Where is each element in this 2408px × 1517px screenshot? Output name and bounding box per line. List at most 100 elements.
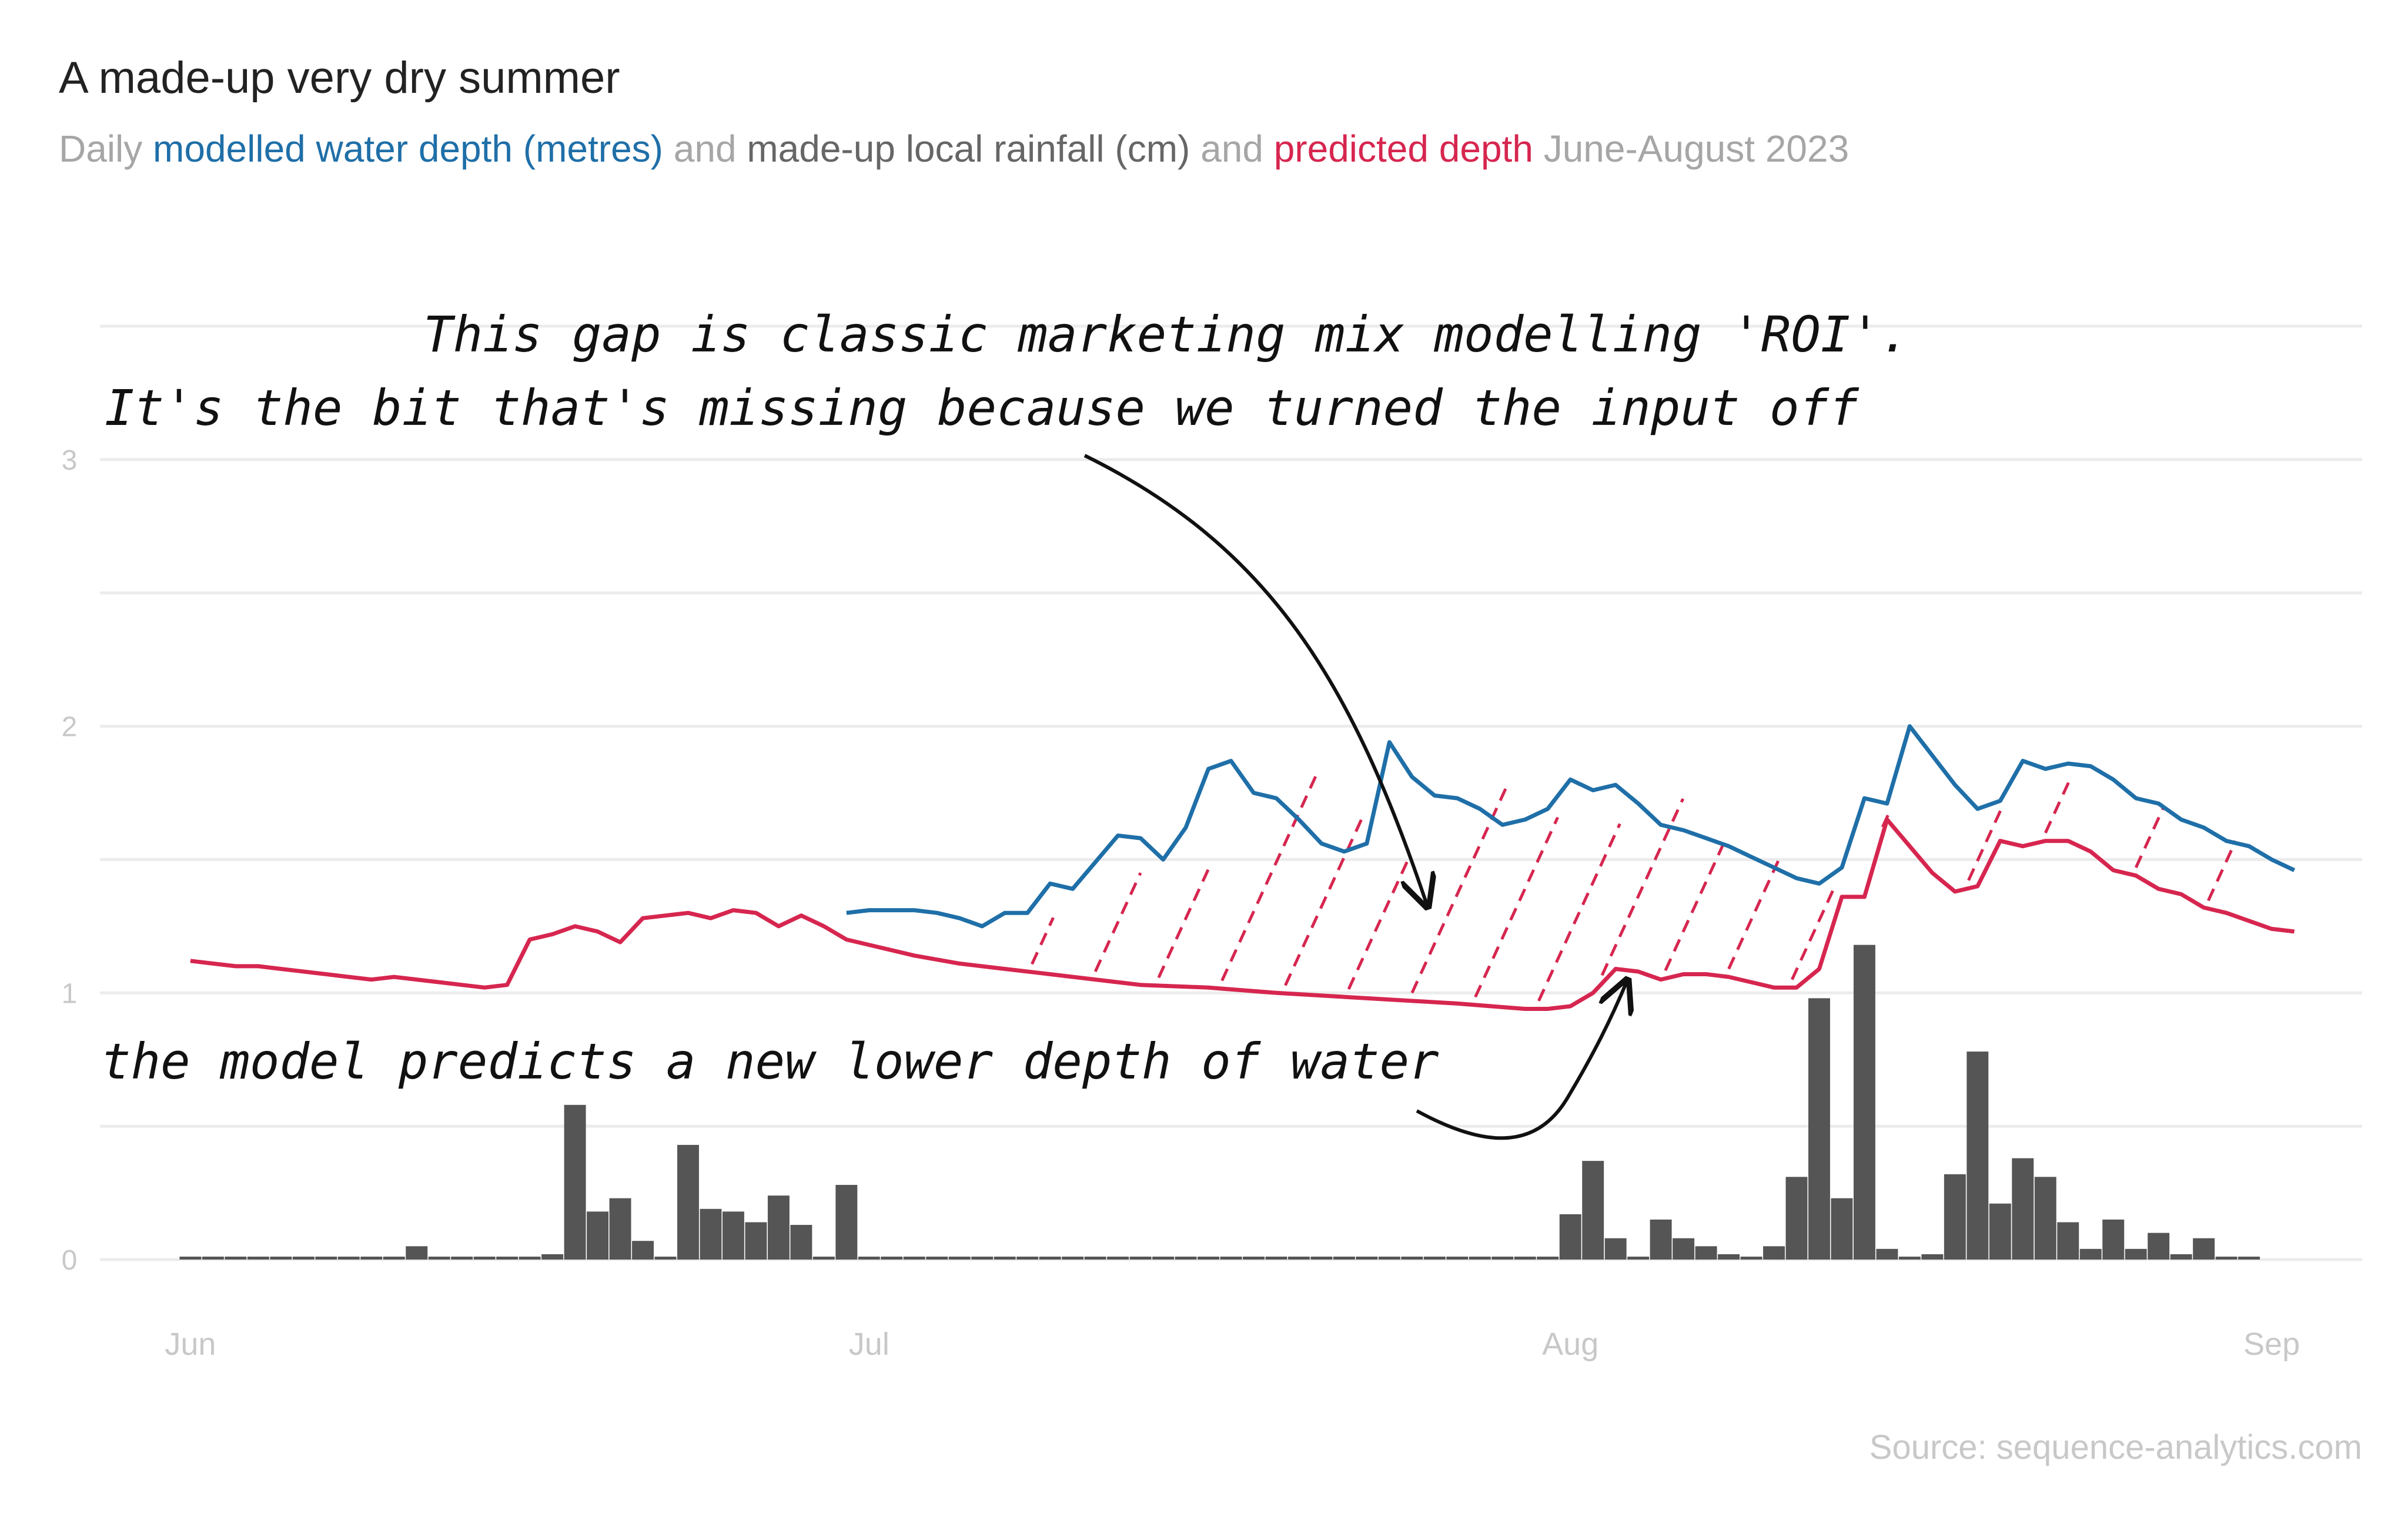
rainfall-bar [1831, 1198, 1853, 1260]
model-annotation: the model predicts a new lower depth of … [101, 1033, 1439, 1090]
rainfall-bar [315, 1257, 337, 1260]
rainfall-bar [1876, 1248, 1898, 1260]
rainfall-bar [1220, 1257, 1242, 1260]
y-tick-label: 0 [62, 1245, 78, 1276]
rainfall-bar [383, 1257, 405, 1260]
roi-annotation-line-1: This gap is classic marketing mix modell… [423, 306, 1910, 363]
rainfall-bar [835, 1184, 858, 1260]
rainfall-bar [1491, 1257, 1514, 1260]
rainfall-bar [1378, 1257, 1400, 1260]
rainfall-bar [1966, 1051, 1989, 1260]
rainfall-bar [1152, 1257, 1175, 1260]
rainfall-bar [1401, 1257, 1423, 1260]
roi-annotation-line-2: It's the bit that's missing because we t… [105, 379, 1859, 437]
rainfall-bar [1356, 1257, 1378, 1260]
subtitle-rain-label: made-up local rainfall (cm) [747, 128, 1190, 170]
hatch-line [1537, 823, 1621, 1002]
rainfall-bar [745, 1222, 767, 1260]
hatch-line [1347, 860, 1409, 990]
rainfall-bar [609, 1198, 631, 1260]
rainfall-bar [1537, 1257, 1559, 1260]
rainfall-bar [1062, 1257, 1084, 1260]
gridlines [100, 324, 2362, 1261]
model-arrow [1416, 980, 1627, 1140]
x-tick-label: Aug [1542, 1327, 1598, 1362]
rainfall-bar [1423, 1257, 1446, 1260]
hatch-line [1474, 816, 1559, 998]
subtitle-depth-label: modelled water depth (metres) [153, 128, 663, 170]
rainfall-bar [2238, 1257, 2260, 1260]
rainfall-bar [926, 1257, 948, 1260]
rainfall-bar [1084, 1257, 1106, 1260]
rainfall-bar [632, 1241, 654, 1260]
rainfall-bar [1989, 1203, 2011, 1260]
hatch-line [2134, 808, 2165, 869]
rainfall-bar [179, 1257, 202, 1260]
rainfall-bar [2012, 1158, 2034, 1260]
rainfall-bar [1198, 1257, 1219, 1260]
rainfall-bar [1763, 1246, 1785, 1260]
x-tick-label: Sep [2243, 1327, 2300, 1362]
hatch-line [1031, 917, 1055, 965]
x-tick-label: Jul [849, 1327, 889, 1362]
rainfall-bar [1333, 1257, 1355, 1260]
rainfall-bar [1921, 1254, 1944, 1260]
rainfall-bar [519, 1257, 541, 1260]
hatch-line [1220, 774, 1318, 982]
hatch-line [2207, 840, 2238, 902]
subtitle-predicted-label: predicted depth [1274, 128, 1533, 170]
rainfall-bar [1559, 1214, 1581, 1260]
y-tick-label: 3 [62, 445, 78, 476]
rainfall-bar [225, 1257, 247, 1260]
roi-gap-hatching [1031, 774, 2238, 1002]
rainfall-bar [1265, 1257, 1287, 1260]
y-axis-ticks: 0 1 2 3 [62, 445, 78, 1276]
rainfall-bar [337, 1257, 360, 1260]
subtitle-text-1: Daily [59, 128, 153, 170]
rainfall-bar [700, 1208, 722, 1260]
rainfall-bar [1785, 1177, 1808, 1260]
rainfall-bar [790, 1225, 812, 1260]
rainfall-bar [903, 1257, 925, 1260]
rainfall-bar [722, 1211, 744, 1260]
rainfall-bar [247, 1257, 269, 1260]
rainfall-bar [1107, 1257, 1129, 1260]
rainfall-bar [1129, 1257, 1152, 1260]
rainfall-bar [2215, 1257, 2238, 1260]
roi-arrow [1083, 454, 1427, 906]
rainfall-bar [473, 1257, 496, 1260]
rainfall-bar [2079, 1248, 2102, 1260]
rainfall-bar [292, 1257, 315, 1260]
rainfall-bar [1243, 1257, 1265, 1260]
subtitle-text-4: June-August 2023 [1533, 128, 1849, 170]
rainfall-bar [767, 1195, 790, 1260]
rainfall-bar [406, 1246, 428, 1260]
rainfall-bar [1718, 1254, 1740, 1260]
rainfall-bar [1808, 998, 1830, 1260]
hatch-line [1600, 798, 1685, 976]
rainfall-bar [858, 1257, 880, 1260]
rainfall-bar [2057, 1222, 2079, 1260]
rainfall-bar [2170, 1254, 2192, 1260]
rainfall-bar [1016, 1257, 1039, 1260]
rainfall-bar [1695, 1246, 1717, 1260]
rainfall-bar [1582, 1161, 1604, 1260]
rainfall-bar [428, 1257, 450, 1260]
rainfall-bar [654, 1257, 677, 1260]
hatch-line [1093, 872, 1142, 973]
rainfall-bar [1175, 1257, 1197, 1260]
modelled-depth-line [846, 724, 2296, 929]
rainfall-bar [1853, 945, 1875, 1260]
rainfall-bar [677, 1144, 699, 1260]
rainfall-bar [812, 1257, 835, 1260]
hatch-line [1410, 786, 1508, 994]
rainfall-bar [1310, 1257, 1333, 1260]
hatch-line [1967, 809, 2002, 881]
rainfall-bars [179, 945, 2260, 1260]
y-tick-label: 1 [62, 978, 78, 1009]
rainfall-bar [1287, 1257, 1310, 1260]
y-tick-label: 2 [62, 712, 78, 743]
rainfall-bar [2148, 1233, 2170, 1260]
rainfall-bar [971, 1257, 994, 1260]
